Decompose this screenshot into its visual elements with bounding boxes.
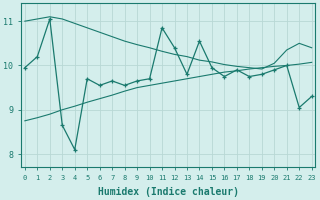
X-axis label: Humidex (Indice chaleur): Humidex (Indice chaleur) bbox=[98, 186, 239, 197]
